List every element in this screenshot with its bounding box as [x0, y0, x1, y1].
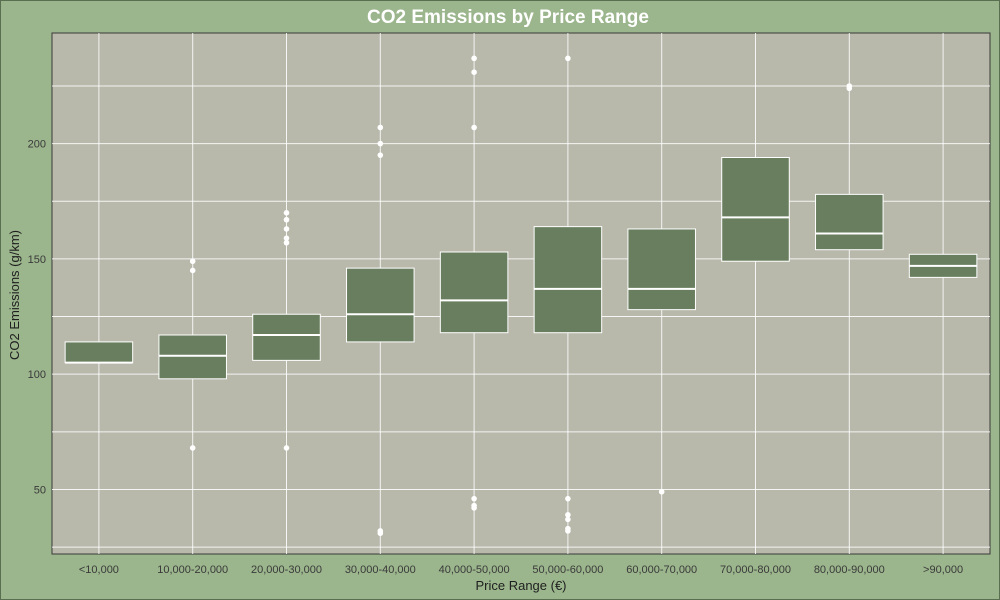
x-axis-label: Price Range (€) [475, 578, 566, 593]
outlier-point [846, 85, 853, 92]
box [64, 341, 134, 364]
gridlines [52, 33, 990, 554]
boxes [64, 55, 978, 537]
outlier-point [471, 55, 477, 62]
outlier-point [377, 124, 384, 131]
x-tick-label: 50,000-60,000 [532, 564, 603, 576]
outlier-point [189, 267, 196, 274]
y-axis-label: CO2 Emissions (g/km) [7, 230, 22, 360]
outlier-point [283, 445, 290, 451]
y-tick-label: 200 [28, 139, 46, 151]
outlier-point [189, 258, 196, 265]
box [627, 228, 696, 311]
outlier-point [377, 140, 384, 147]
plot-panel [51, 32, 991, 555]
x-tick-label: 10,000-20,000 [157, 564, 228, 576]
outlier-point [189, 445, 196, 451]
outlier-point [471, 124, 477, 131]
box [721, 156, 790, 262]
outlier-point [283, 210, 290, 216]
x-tick-label: >90,000 [923, 564, 963, 576]
outlier-point [565, 55, 571, 62]
outlier-point [283, 226, 290, 232]
box [346, 267, 415, 343]
y-tick-label: 150 [28, 254, 46, 266]
outlier-point [565, 516, 571, 523]
box [158, 334, 227, 380]
y-tick-label: 50 [34, 484, 46, 496]
outlier-point [283, 216, 290, 223]
box [439, 251, 509, 334]
outlier-point [283, 235, 290, 241]
x-tick-label: 60,000-70,000 [626, 564, 697, 576]
axis-ticks: 50 100 150 200 <10,000 10,000-20,000 20,000-30… [28, 139, 963, 576]
outlier-point [565, 528, 571, 534]
box [533, 226, 603, 334]
x-tick-label: 70,000-80,000 [720, 564, 791, 576]
x-tick-label: 40,000-50,000 [439, 564, 510, 576]
outlier-point [377, 530, 384, 537]
x-tick-label: <10,000 [79, 564, 119, 576]
outlier-point [471, 505, 477, 511]
x-tick-label: 80,000-90,000 [814, 564, 885, 576]
box [252, 313, 321, 361]
box [815, 193, 884, 251]
outlier-point [471, 69, 477, 75]
chart-title: CO2 Emissions by Price Range [367, 7, 649, 28]
outlier-point [658, 488, 665, 495]
x-tick-label: 30,000-40,000 [345, 564, 416, 576]
y-tick-label: 100 [28, 369, 46, 381]
x-tick-label: 20,000-30,000 [251, 564, 322, 576]
outlier-point [471, 495, 477, 502]
outlier-point [565, 512, 571, 518]
outlier-point [565, 495, 571, 502]
outlier-point [283, 239, 290, 246]
outlier-point [377, 152, 384, 158]
